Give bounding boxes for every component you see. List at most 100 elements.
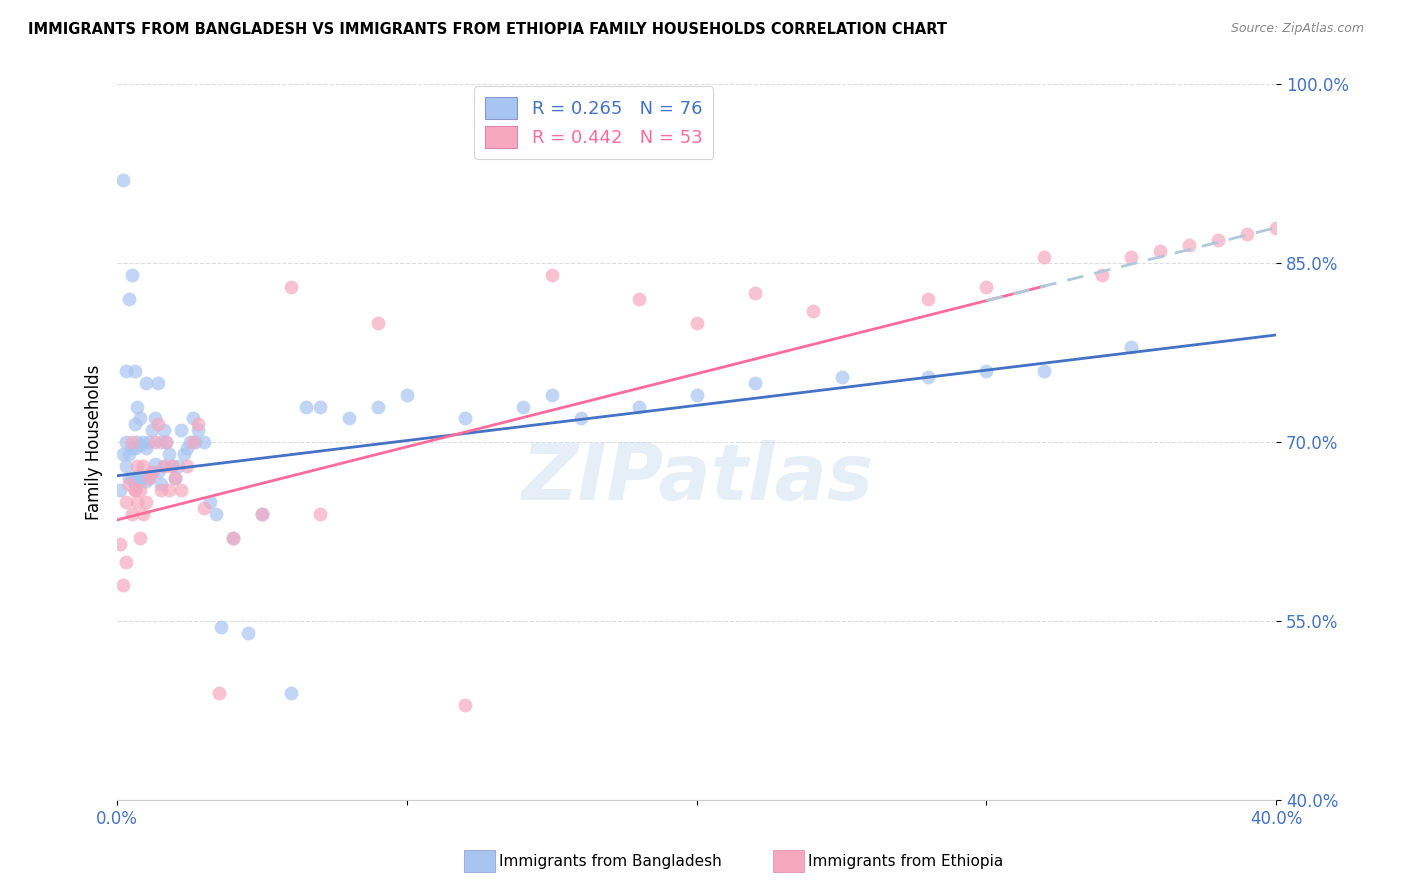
Point <box>141 424 163 438</box>
Point <box>149 483 172 497</box>
Point <box>129 411 152 425</box>
Point <box>124 364 146 378</box>
Point <box>155 435 177 450</box>
Point <box>129 438 152 452</box>
Text: Immigrants from Bangladesh: Immigrants from Bangladesh <box>499 855 721 869</box>
Point <box>118 292 141 306</box>
Point <box>309 400 332 414</box>
Point <box>129 483 152 497</box>
Point <box>143 435 166 450</box>
Point <box>280 686 302 700</box>
Point <box>149 477 172 491</box>
Point <box>162 459 184 474</box>
Point <box>1033 251 1056 265</box>
Point <box>127 495 149 509</box>
Point <box>181 411 204 425</box>
Point <box>115 459 138 474</box>
Point <box>115 495 138 509</box>
Point <box>141 465 163 479</box>
Point <box>193 435 215 450</box>
Point <box>1121 251 1143 265</box>
Point <box>108 537 131 551</box>
Point <box>115 364 138 378</box>
Point <box>569 411 592 425</box>
Point <box>1091 268 1114 283</box>
Point <box>1178 238 1201 252</box>
Point <box>309 507 332 521</box>
Point <box>395 387 418 401</box>
Point <box>367 316 389 330</box>
Point <box>976 280 998 294</box>
Point <box>135 376 157 390</box>
Point <box>917 292 939 306</box>
Point <box>540 268 562 283</box>
Point <box>204 507 226 521</box>
Point <box>176 442 198 456</box>
Point <box>1265 220 1288 235</box>
Point <box>121 471 143 485</box>
Point <box>135 495 157 509</box>
Point <box>118 471 141 485</box>
Point <box>540 387 562 401</box>
Point <box>124 477 146 491</box>
Point <box>143 457 166 471</box>
Point <box>454 698 477 712</box>
Point <box>132 459 155 474</box>
Point <box>627 400 650 414</box>
Point <box>173 447 195 461</box>
Point <box>124 483 146 497</box>
Point <box>135 442 157 456</box>
Text: Source: ZipAtlas.com: Source: ZipAtlas.com <box>1230 22 1364 36</box>
Y-axis label: Family Households: Family Households <box>86 365 103 520</box>
Point <box>512 400 534 414</box>
Point <box>917 369 939 384</box>
Point <box>127 435 149 450</box>
Point <box>124 442 146 456</box>
Point <box>176 459 198 474</box>
Point <box>280 280 302 294</box>
Text: IMMIGRANTS FROM BANGLADESH VS IMMIGRANTS FROM ETHIOPIA FAMILY HOUSEHOLDS CORRELA: IMMIGRANTS FROM BANGLADESH VS IMMIGRANTS… <box>28 22 948 37</box>
Point <box>222 531 245 545</box>
Point <box>146 417 169 432</box>
Point <box>367 400 389 414</box>
Point <box>1033 364 1056 378</box>
Point <box>198 495 221 509</box>
Point <box>454 411 477 425</box>
Point <box>138 471 160 485</box>
Point <box>337 411 360 425</box>
Point <box>627 292 650 306</box>
Point <box>111 173 134 187</box>
Point <box>207 686 229 700</box>
Point <box>121 442 143 456</box>
Text: Immigrants from Ethiopia: Immigrants from Ethiopia <box>808 855 1004 869</box>
Point <box>211 620 233 634</box>
Point <box>115 435 138 450</box>
Point <box>118 447 141 461</box>
Point <box>222 531 245 545</box>
Point <box>170 424 193 438</box>
Point <box>127 468 149 483</box>
Point <box>121 268 143 283</box>
Point <box>121 507 143 521</box>
Point <box>129 531 152 545</box>
Point <box>187 417 209 432</box>
Point <box>108 483 131 497</box>
Point <box>141 465 163 479</box>
Point <box>152 424 174 438</box>
Point <box>250 507 273 521</box>
Point <box>187 424 209 438</box>
Point <box>685 316 707 330</box>
Point <box>132 507 155 521</box>
Legend: R = 0.265   N = 76, R = 0.442   N = 53: R = 0.265 N = 76, R = 0.442 N = 53 <box>474 87 713 160</box>
Point <box>162 459 184 474</box>
Point <box>165 471 187 485</box>
Point <box>744 376 766 390</box>
Point <box>236 626 259 640</box>
Point <box>132 435 155 450</box>
Point <box>685 387 707 401</box>
Point <box>111 578 134 592</box>
Point <box>157 447 180 461</box>
Point <box>157 483 180 497</box>
Text: ZIPatlas: ZIPatlas <box>520 440 873 516</box>
Point <box>167 459 190 474</box>
